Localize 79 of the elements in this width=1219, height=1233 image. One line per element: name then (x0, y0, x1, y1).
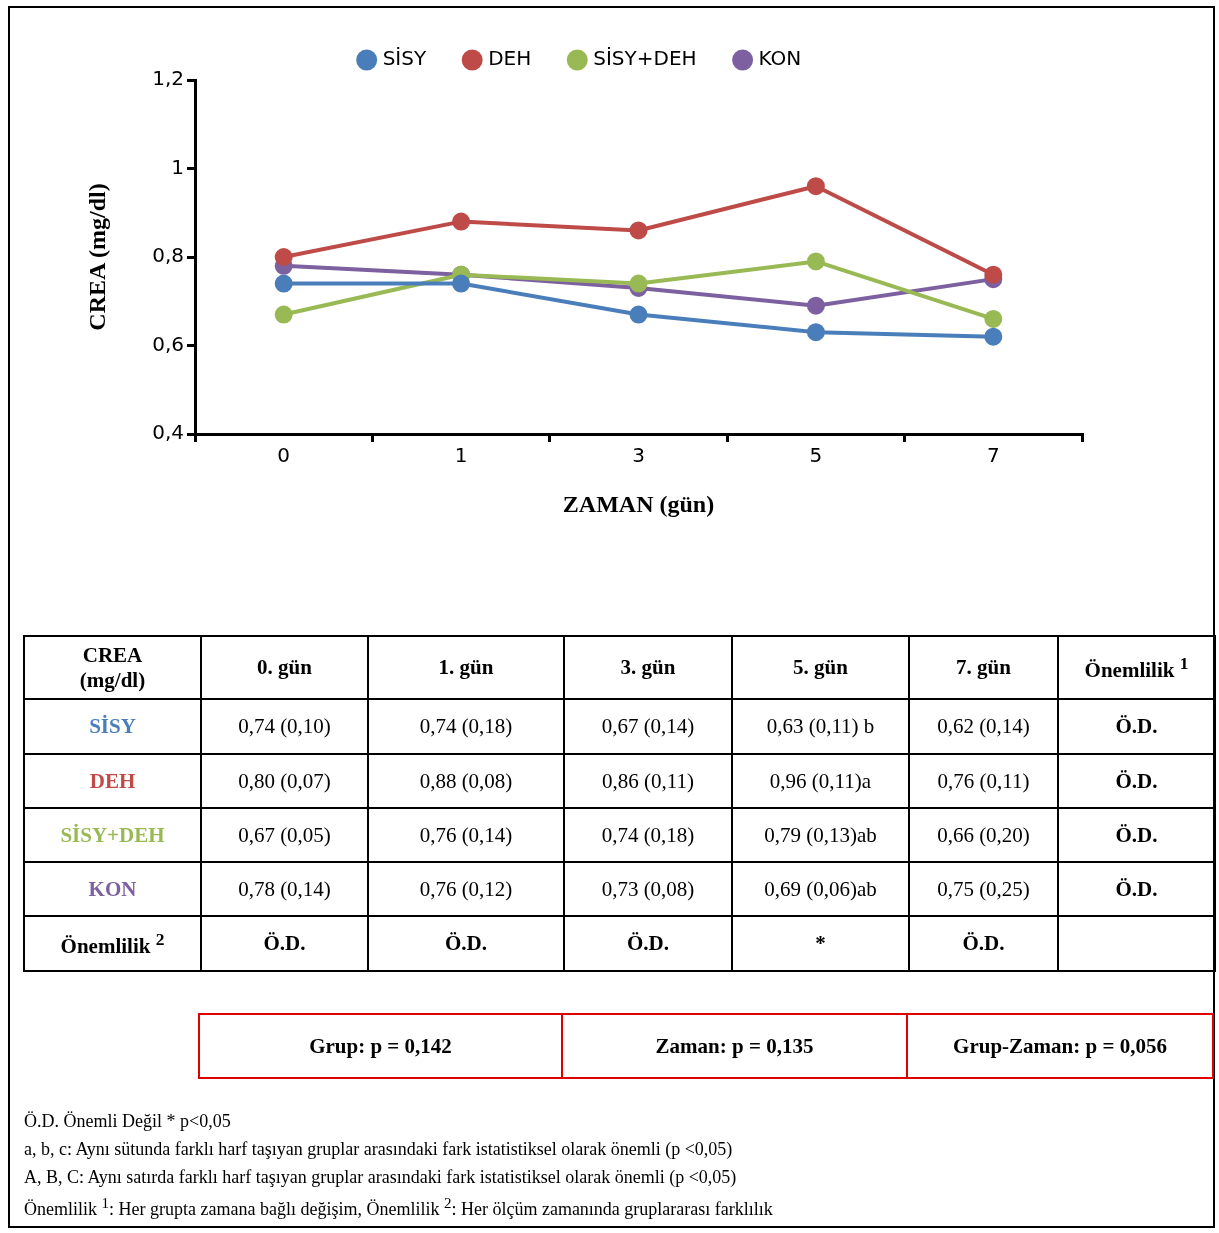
text: 1. gün (368, 636, 564, 699)
text: Ö.D. (909, 916, 1058, 971)
y-tick-label: 0,6 (152, 331, 184, 356)
data-label: 0,74 (0,10) (201, 699, 368, 754)
data-label: 0,73 (0,08) (564, 862, 732, 916)
text: KON (88, 876, 137, 901)
text: Ö.D. (1058, 699, 1215, 754)
point (984, 265, 1003, 284)
data-label: 0,78 (0,14) (201, 862, 368, 916)
point (806, 252, 825, 271)
text: Ö.D. (201, 916, 368, 971)
data-label: 0,79 (0,13)ab (732, 808, 909, 862)
point (629, 305, 648, 324)
text: a, b, c: Aynı sütunda farklı harf taşıyan gruplar arasındaki fark istatistiksel olarak önemli (p <0,05) (24, 1139, 733, 1160)
data-label: 0,69 (0,06)ab (732, 862, 909, 916)
x-tick-label: 7 (986, 443, 1000, 468)
point (806, 296, 825, 315)
point (452, 274, 471, 293)
data-label: 0,74 (0,18) (368, 699, 564, 754)
text: Ö.D. (1058, 808, 1215, 862)
text: DEH (89, 768, 136, 793)
text: 0. gün (201, 636, 368, 699)
point (984, 327, 1003, 346)
x-tick-label: 5 (809, 443, 823, 468)
data-label: 0,63 (0,11) b (732, 699, 909, 754)
text: 5. gün (732, 636, 909, 699)
text: Grup-Zaman: p = 0,056 (907, 1014, 1213, 1078)
x-tick-label: 1 (454, 443, 468, 468)
text: Ö.D. (1058, 754, 1215, 808)
legend-label: DEH (488, 46, 532, 71)
x-tick-label: 0 (277, 443, 291, 468)
text: Ö.D. (368, 916, 564, 971)
data-label: 0,62 (0,14) (909, 699, 1058, 754)
data-label: 0,88 (0,08) (368, 754, 564, 808)
y-tick-label: 1 (171, 154, 184, 179)
point (274, 305, 293, 324)
legend-label: SİSY (382, 46, 427, 71)
point (806, 177, 825, 196)
legend-label: KON (758, 46, 802, 71)
point (274, 274, 293, 293)
y-tick-label: 0,8 (152, 243, 184, 268)
data-label: 0,96 (0,11)a (732, 754, 909, 808)
data-label: 0,67 (0,14) (564, 699, 732, 754)
text: Ö.D. Önemli Değil * p<0,05 (24, 1111, 231, 1132)
text: * (732, 916, 909, 971)
text: 3. gün (564, 636, 732, 699)
point (806, 323, 825, 342)
text: 7. gün (909, 636, 1058, 699)
text: Önemlilik $^{1}$ (1058, 636, 1215, 699)
data-label: 0,86 (0,11) (564, 754, 732, 808)
x-axis-title: ZAMAN (gün) (562, 490, 715, 517)
text: Zaman: p = 0,135 (562, 1014, 907, 1078)
data-label: 0,80 (0,07) (201, 754, 368, 808)
legend-label: SİSY+DEH (593, 46, 697, 71)
data-label: 0,76 (0,12) (368, 862, 564, 916)
text: CREA (mg/dl) (79, 642, 146, 692)
text: Önemlilik $^{2}$ (24, 916, 201, 971)
data-label: 0,74 (0,18) (564, 808, 732, 862)
y-tick-label: 0,4 (152, 420, 184, 445)
y-tick-label: 1,2 (152, 66, 184, 91)
point (984, 309, 1003, 328)
point (274, 248, 293, 266)
y-axis-title: CREA (mg/dl) (83, 183, 110, 331)
text: Ö.D. (564, 916, 732, 971)
text: A, B, C: Aynı satırda farklı harf taşıyan gruplar arasındaki fark istatistiksel olarak önemli (p <0,05) (24, 1167, 737, 1188)
data-label: 0,67 (0,05) (201, 808, 368, 862)
text: SİSY+DEH (60, 822, 165, 847)
point (629, 221, 648, 240)
text: Grup: p = 0,142 (199, 1014, 562, 1078)
data-label: 0,75 (0,25) (909, 862, 1058, 916)
data-label: 0,66 (0,20) (909, 808, 1058, 862)
data-label: 0,76 (0,11) (909, 754, 1058, 808)
text: Ö.D. (1058, 862, 1215, 916)
text: Önemlilik $^{1}$: Her grupta zamana bağlı değişim, Önemlilik $^{2}$: Her ölçüm zamanında gruplararası farklılık (24, 1195, 773, 1220)
point (452, 212, 471, 231)
text: SİSY (89, 714, 136, 738)
data-label: 0,76 (0,14) (368, 808, 564, 862)
point (629, 274, 648, 293)
x-tick-label: 3 (632, 443, 645, 468)
